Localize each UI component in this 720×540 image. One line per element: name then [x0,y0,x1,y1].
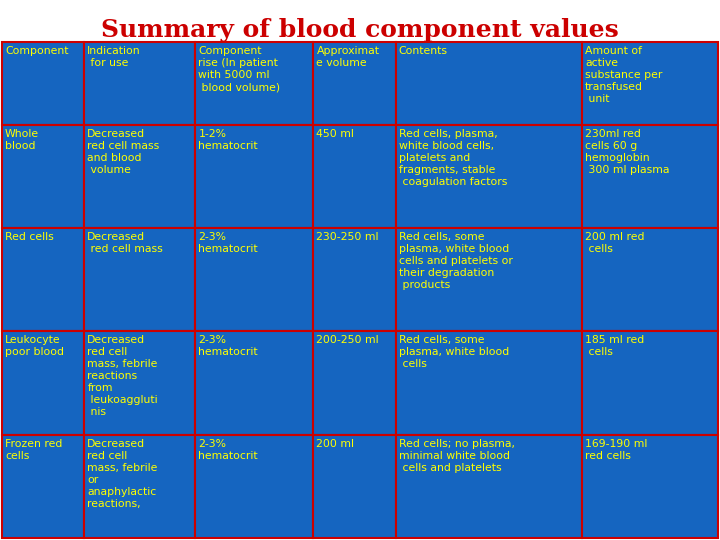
Bar [84,332,195,435]
Bar [2,332,84,435]
Bar [582,228,718,332]
Bar [396,332,582,435]
Text: 2-3%
hematocrit: 2-3% hematocrit [198,438,258,461]
Bar [396,435,582,538]
Text: Red cells, some
plasma, white blood
cells and platelets or
their degradation
 pr: Red cells, some plasma, white blood cell… [399,232,513,290]
Text: 200 ml red
 cells: 200 ml red cells [585,232,644,254]
Bar [313,42,396,125]
Bar [195,125,313,228]
Text: Component: Component [5,46,68,56]
Bar [396,228,582,332]
Text: Whole
blood: Whole blood [5,129,39,151]
Text: Decreased
 red cell mass: Decreased red cell mass [87,232,163,254]
Bar [195,42,313,125]
Text: 230ml red
cells 60 g
hemoglobin
 300 ml plasma: 230ml red cells 60 g hemoglobin 300 ml p… [585,129,670,175]
Bar [313,435,396,538]
Text: Red cells, plasma,
white blood cells,
platelets and
fragments, stable
 coagulati: Red cells, plasma, white blood cells, pl… [399,129,507,187]
Text: Frozen red
cells: Frozen red cells [5,438,63,461]
Text: 200-250 ml: 200-250 ml [317,335,379,346]
Text: Amount of
active
substance per
transfused
 unit: Amount of active substance per transfuse… [585,46,662,104]
Bar [582,332,718,435]
Text: 185 ml red
 cells: 185 ml red cells [585,335,644,357]
Text: 2-3%
hematocrit: 2-3% hematocrit [198,335,258,357]
Text: Decreased
red cell
mass, febrile
or
anaphylactic
reactions,: Decreased red cell mass, febrile or anap… [87,438,158,509]
Text: Component
rise (In patient
with 5000 ml
 blood volume): Component rise (In patient with 5000 ml … [198,46,281,92]
Bar [582,435,718,538]
Bar [582,42,718,125]
Text: Approximat
e volume: Approximat e volume [317,46,379,68]
Text: Contents: Contents [399,46,448,56]
Text: Leukocyte
poor blood: Leukocyte poor blood [5,335,64,357]
Text: Indication
 for use: Indication for use [87,46,141,68]
Text: 200 ml: 200 ml [317,438,354,449]
Text: Decreased
red cell
mass, febrile
reactions
from
 leukoaggluti
 nis: Decreased red cell mass, febrile reactio… [87,335,158,417]
Bar [582,125,718,228]
Bar [2,125,84,228]
Bar [195,332,313,435]
Text: Red cells; no plasma,
minimal white blood
 cells and platelets: Red cells; no plasma, minimal white bloo… [399,438,515,472]
Text: Decreased
red cell mass
and blood
 volume: Decreased red cell mass and blood volume [87,129,160,175]
Bar [2,435,84,538]
Bar [84,228,195,332]
Bar [84,435,195,538]
Text: 169-190 ml
red cells: 169-190 ml red cells [585,438,647,461]
Text: Summary of blood component values: Summary of blood component values [101,18,619,42]
Bar [195,228,313,332]
Bar [2,42,84,125]
Text: 1-2%
hematocrit: 1-2% hematocrit [198,129,258,151]
Bar [84,42,195,125]
Bar [313,332,396,435]
Text: 450 ml: 450 ml [317,129,354,139]
Text: Red cells, some
plasma, white blood
 cells: Red cells, some plasma, white blood cell… [399,335,509,369]
Bar [313,228,396,332]
Text: Red cells: Red cells [5,232,54,242]
Bar [396,42,582,125]
Bar [2,228,84,332]
Bar [195,435,313,538]
Text: 2-3%
hematocrit: 2-3% hematocrit [198,232,258,254]
Bar [84,125,195,228]
Bar [313,125,396,228]
Text: 230-250 ml: 230-250 ml [317,232,379,242]
Bar [396,125,582,228]
